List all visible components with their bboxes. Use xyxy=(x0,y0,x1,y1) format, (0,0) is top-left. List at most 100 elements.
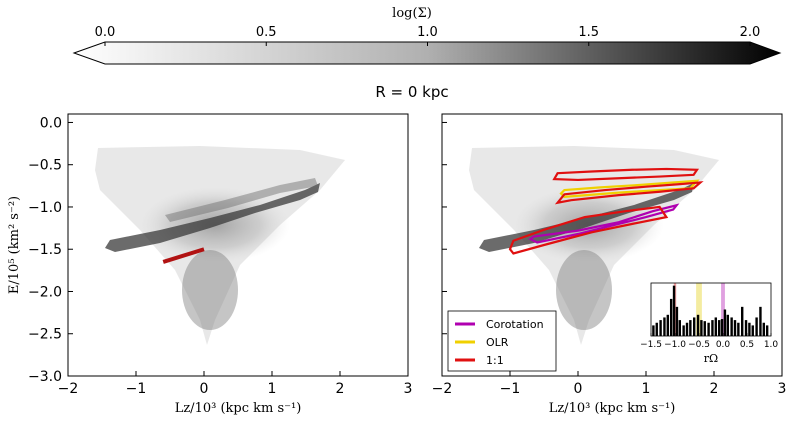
legend-label-olr: OLR xyxy=(486,336,509,349)
left-ylabel: E/10⁵ (km² s⁻²) xyxy=(7,196,22,294)
right-lower-blob xyxy=(556,250,612,330)
inset-frame xyxy=(650,282,772,337)
x-tick-label: −2 xyxy=(58,381,79,397)
colorbar-tick-label: 0.5 xyxy=(256,25,277,40)
inset-bar xyxy=(717,320,721,336)
inset-bar xyxy=(733,320,737,336)
x-tick-label: 1 xyxy=(642,381,651,397)
inset-x-tick-label: 1.0 xyxy=(764,340,779,350)
contour-1-1 xyxy=(554,181,704,205)
colorbar: log(Σ) 0.0 0.5 1.0 1.5 2.0 xyxy=(72,6,782,65)
colorbar-ticks: 0.0 0.5 1.0 1.5 2.0 xyxy=(95,25,761,46)
colorbar-tick-label: 0.0 xyxy=(95,25,116,40)
left-panel: −2 −1 0 1 2 3 0.0 −0.5 −1.0 −1.5 −2.0 −2.5 −3.0 Lz/1… xyxy=(7,113,412,416)
y-tick-label: −2.0 xyxy=(28,284,62,300)
colorbar-label: log(Σ) xyxy=(392,6,432,21)
left-density-band xyxy=(105,183,320,252)
inset-bar xyxy=(652,325,655,336)
inset-bar xyxy=(748,322,751,336)
left-xlabel: Lz/10³ (kpc km s⁻¹) xyxy=(175,401,302,416)
inset-band xyxy=(696,283,702,336)
inset-band xyxy=(721,283,725,336)
inset-x-tick-label: 0.5 xyxy=(740,340,754,350)
inset-bar xyxy=(711,320,714,336)
inset-bar xyxy=(678,320,681,336)
inset-bar xyxy=(669,298,673,336)
legend: Corotation OLR 1:1 xyxy=(447,310,557,372)
x-tick-label: 2 xyxy=(336,381,345,397)
inset-bar xyxy=(744,320,748,336)
x-tick-label: 0 xyxy=(574,381,583,397)
left-red-segment xyxy=(162,247,205,264)
y-tick-label: −0.5 xyxy=(28,158,62,174)
x-tick-label: 1 xyxy=(268,381,277,397)
left-lower-blob xyxy=(182,250,238,330)
colorbar-tick-label: 2.0 xyxy=(740,25,761,40)
inset-layer xyxy=(652,283,769,336)
inset-bar xyxy=(685,322,689,336)
x-tick-label: 0 xyxy=(200,381,209,397)
inset-bar xyxy=(663,317,666,336)
inset-bar xyxy=(720,319,724,336)
inset-bar xyxy=(700,320,703,336)
y-tick-label: 0.0 xyxy=(40,115,62,131)
colorbar-tick-label: 1.5 xyxy=(578,25,599,40)
left-density-band-upper xyxy=(165,178,318,222)
inset-bar xyxy=(765,325,769,336)
inset-bar xyxy=(703,321,706,336)
inset-bar xyxy=(726,314,729,336)
inset-bar xyxy=(666,314,669,336)
contour-corotation xyxy=(528,203,680,244)
x-tick-label: 2 xyxy=(710,381,719,397)
right-panel: −2 −1 0 1 2 3 Lz/10³ (kpc km s⁻¹) Corotation … xyxy=(432,113,787,416)
inset-bar xyxy=(689,320,692,336)
x-tick-label: −1 xyxy=(500,381,521,397)
inset-bar xyxy=(675,306,679,336)
right-axis-ticks: −2 −1 0 1 2 3 xyxy=(432,121,787,397)
x-tick-label: 3 xyxy=(778,381,787,397)
inset-x-tick-label: −1.5 xyxy=(640,340,662,350)
left-series-layer xyxy=(162,247,205,264)
inset-bar xyxy=(655,322,658,336)
inset-bar xyxy=(693,317,696,336)
inset-bar xyxy=(762,322,765,336)
inset-bar xyxy=(672,285,676,336)
contour-1-1 xyxy=(508,205,669,255)
x-tick-label: 3 xyxy=(404,381,413,397)
inset-bar xyxy=(759,306,762,336)
inset-histogram: −1.5 −1.0 −0.5 0.0 0.5 1.0 rΩ xyxy=(640,282,778,365)
right-series-layer xyxy=(508,167,704,255)
inset-x-tick-label: −1.0 xyxy=(664,340,686,350)
legend-label-1to1: 1:1 xyxy=(486,354,504,367)
x-tick-label: −1 xyxy=(126,381,147,397)
figure-title: R = 0 kpc xyxy=(375,83,448,101)
y-tick-label: −2.5 xyxy=(28,327,62,343)
inset-bar xyxy=(682,325,685,336)
inset-x-tick-label: 0.0 xyxy=(716,340,731,350)
contour-1-1 xyxy=(552,167,700,182)
inset-bar xyxy=(730,317,733,336)
left-axis-ticks: −2 −1 0 1 2 3 0.0 −0.5 −1.0 −1.5 −2.0 −2.5 −3.0 xyxy=(28,115,412,397)
left-axes-frame xyxy=(67,113,409,377)
inset-bar xyxy=(751,325,754,336)
inset-xlabel: rΩ xyxy=(704,352,718,365)
inset-bar xyxy=(737,322,740,336)
inset-bar xyxy=(714,317,717,336)
inset-bar xyxy=(696,314,700,336)
y-tick-label: −1.0 xyxy=(28,200,62,216)
inset-x-tick-label: −0.5 xyxy=(688,340,710,350)
right-xlabel: Lz/10³ (kpc km s⁻¹) xyxy=(549,401,676,416)
colorbar-tick-label: 1.0 xyxy=(417,25,438,40)
right-axes-frame xyxy=(441,113,783,377)
inset-bar xyxy=(755,317,758,336)
inset-bar xyxy=(707,322,710,336)
legend-label-corotation: Corotation xyxy=(486,318,544,331)
y-tick-label: −3.0 xyxy=(28,369,62,385)
inset-ticks: −1.5 −1.0 −0.5 0.0 0.5 1.0 xyxy=(640,333,778,350)
inset-bar xyxy=(741,306,744,336)
inset-bar xyxy=(723,309,727,336)
y-tick-label: −1.5 xyxy=(28,242,62,258)
x-tick-label: −2 xyxy=(432,381,453,397)
inset-bar xyxy=(659,320,662,336)
